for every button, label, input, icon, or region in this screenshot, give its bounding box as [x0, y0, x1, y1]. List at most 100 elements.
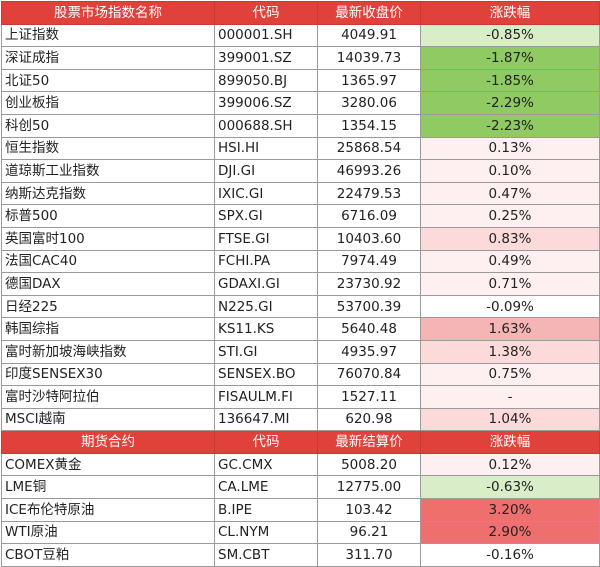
- index-row: 英国富时100 FTSE.GI 10403.60 0.83%: [1, 226, 600, 251]
- index-change-cell: 0.49%: [420, 249, 600, 274]
- index-row: 上证指数 000001.SH 4049.91 -0.85%: [1, 23, 600, 48]
- futures-code-cell: CL.NYM: [214, 520, 318, 545]
- futures-row: LME铜 CA.LME 12775.00 -0.63%: [1, 475, 600, 500]
- header-futures-code: 代码: [214, 430, 318, 454]
- index-code-cell: IXIC.GI: [214, 181, 318, 206]
- index-code-cell: SPX.GI: [214, 204, 318, 228]
- index-name-cell: 英国富时100: [1, 226, 215, 251]
- header-index-name: 股票市场指数名称: [1, 1, 215, 25]
- index-value-cell: 620.98: [317, 407, 421, 432]
- index-value-cell: 1354.15: [317, 113, 421, 138]
- futures-change-cell: 0.12%: [420, 452, 600, 477]
- header-futures-change-pct: 涨跌幅: [420, 430, 600, 454]
- index-name-cell: 创业板指: [1, 91, 215, 115]
- index-code-cell: STI.GI: [214, 339, 318, 364]
- futures-code-cell: CA.LME: [214, 475, 318, 500]
- index-value-cell: 1365.97: [317, 68, 421, 93]
- index-row: 标普500 SPX.GI 6716.09 0.25%: [1, 204, 600, 228]
- index-code-cell: FTSE.GI: [214, 226, 318, 251]
- index-code-cell: 399006.SZ: [214, 91, 318, 115]
- index-change-cell: -1.87%: [420, 46, 600, 70]
- futures-name-cell: WTI原油: [1, 520, 215, 545]
- index-name-cell: 法国CAC40: [1, 249, 215, 274]
- index-change-cell: 0.83%: [420, 226, 600, 251]
- futures-code-cell: B.IPE: [214, 498, 318, 522]
- index-value-cell: 23730.92: [317, 272, 421, 296]
- index-name-cell: 日经225: [1, 294, 215, 319]
- index-value-cell: 25868.54: [317, 136, 421, 161]
- index-row: 纳斯达克指数 IXIC.GI 22479.53 0.47%: [1, 181, 600, 206]
- index-row: 韩国综指 KS11.KS 5640.48 1.63%: [1, 317, 600, 341]
- header-latest-settle: 最新结算价: [317, 430, 421, 454]
- futures-name-cell: CBOT豆粕: [1, 543, 215, 567]
- index-change-cell: -1.85%: [420, 68, 600, 93]
- futures-row: CBOT豆粕 SM.CBT 311.70 -0.16%: [1, 543, 600, 567]
- index-row: 富时新加坡海峡指数 STI.GI 4935.97 1.38%: [1, 339, 600, 364]
- index-change-cell: 0.25%: [420, 204, 600, 228]
- index-code-cell: 000001.SH: [214, 23, 318, 48]
- futures-value-cell: 103.42: [317, 498, 421, 522]
- index-change-cell: 1.38%: [420, 339, 600, 364]
- index-name-cell: 深证成指: [1, 46, 215, 70]
- index-value-cell: 4935.97: [317, 339, 421, 364]
- futures-code-cell: GC.CMX: [214, 452, 318, 477]
- index-change-cell: -: [420, 385, 600, 409]
- futures-name-cell: COMEX黄金: [1, 452, 215, 477]
- futures-header-row: 期货合约 代码 最新结算价 涨跌幅: [1, 430, 600, 454]
- futures-change-cell: 2.90%: [420, 520, 600, 545]
- index-code-cell: FCHI.PA: [214, 249, 318, 274]
- index-name-cell: 韩国综指: [1, 317, 215, 341]
- index-name-cell: 印度SENSEX30: [1, 362, 215, 387]
- index-change-cell: 0.10%: [420, 159, 600, 183]
- futures-value-cell: 96.21: [317, 520, 421, 545]
- index-value-cell: 5640.48: [317, 317, 421, 341]
- index-code-cell: GDAXI.GI: [214, 272, 318, 296]
- futures-change-cell: -0.63%: [420, 475, 600, 500]
- index-row: 印度SENSEX30 SENSEX.BO 76070.84 0.75%: [1, 362, 600, 387]
- index-change-cell: -2.23%: [420, 113, 600, 138]
- index-value-cell: 14039.73: [317, 46, 421, 70]
- index-row: 法国CAC40 FCHI.PA 7974.49 0.49%: [1, 249, 600, 274]
- index-code-cell: DJI.GI: [214, 159, 318, 183]
- index-value-cell: 6716.09: [317, 204, 421, 228]
- futures-name-cell: LME铜: [1, 475, 215, 500]
- index-header-row: 股票市场指数名称 代码 最新收盘价 涨跌幅: [1, 1, 600, 25]
- index-name-cell: 上证指数: [1, 23, 215, 48]
- header-futures-contract: 期货合约: [1, 430, 215, 454]
- index-name-cell: 北证50: [1, 68, 215, 93]
- index-name-cell: 道琼斯工业指数: [1, 159, 215, 183]
- futures-value-cell: 5008.20: [317, 452, 421, 477]
- index-value-cell: 4049.91: [317, 23, 421, 48]
- index-name-cell: 恒生指数: [1, 136, 215, 161]
- index-change-cell: 0.47%: [420, 181, 600, 206]
- index-name-cell: 标普500: [1, 204, 215, 228]
- index-change-cell: 1.63%: [420, 317, 600, 341]
- index-value-cell: 76070.84: [317, 362, 421, 387]
- index-name-cell: 纳斯达克指数: [1, 181, 215, 206]
- index-change-cell: 0.13%: [420, 136, 600, 161]
- index-code-cell: 136647.MI: [214, 407, 318, 432]
- index-change-cell: -2.29%: [420, 91, 600, 115]
- futures-row: ICE布伦特原油 B.IPE 103.42 3.20%: [1, 498, 600, 522]
- index-row: 日经225 N225.GI 53700.39 -0.09%: [1, 294, 600, 319]
- futures-row: COMEX黄金 GC.CMX 5008.20 0.12%: [1, 452, 600, 477]
- index-name-cell: 科创50: [1, 113, 215, 138]
- futures-row: WTI原油 CL.NYM 96.21 2.90%: [1, 520, 600, 545]
- index-name-cell: 富时沙特阿拉伯: [1, 385, 215, 409]
- index-code-cell: SENSEX.BO: [214, 362, 318, 387]
- index-value-cell: 22479.53: [317, 181, 421, 206]
- index-row: 道琼斯工业指数 DJI.GI 46993.26 0.10%: [1, 159, 600, 183]
- index-code-cell: 899050.BJ: [214, 68, 318, 93]
- index-name-cell: MSCI越南: [1, 407, 215, 432]
- index-row: 深证成指 399001.SZ 14039.73 -1.87%: [1, 46, 600, 70]
- futures-value-cell: 311.70: [317, 543, 421, 567]
- index-change-cell: 0.71%: [420, 272, 600, 296]
- index-value-cell: 1527.11: [317, 385, 421, 409]
- index-name-cell: 富时新加坡海峡指数: [1, 339, 215, 364]
- index-row: 科创50 000688.SH 1354.15 -2.23%: [1, 113, 600, 138]
- index-code-cell: FISAULM.FI: [214, 385, 318, 409]
- futures-code-cell: SM.CBT: [214, 543, 318, 567]
